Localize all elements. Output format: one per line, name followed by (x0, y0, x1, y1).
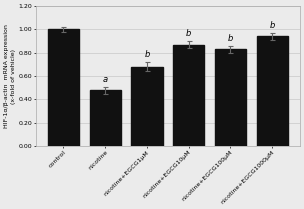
Text: b: b (228, 34, 233, 43)
Bar (131, 67, 163, 146)
Text: b: b (269, 21, 275, 30)
Y-axis label: HIF-1α/β-actin  mRNA expression
(x-fold of vehicle): HIF-1α/β-actin mRNA expression (x-fold o… (4, 24, 16, 128)
Bar (48, 29, 79, 146)
Bar (257, 36, 288, 146)
Bar (215, 49, 246, 146)
Bar (173, 45, 204, 146)
Text: b: b (144, 50, 150, 59)
Text: a: a (103, 75, 108, 84)
Text: b: b (186, 29, 191, 38)
Bar (89, 90, 121, 146)
